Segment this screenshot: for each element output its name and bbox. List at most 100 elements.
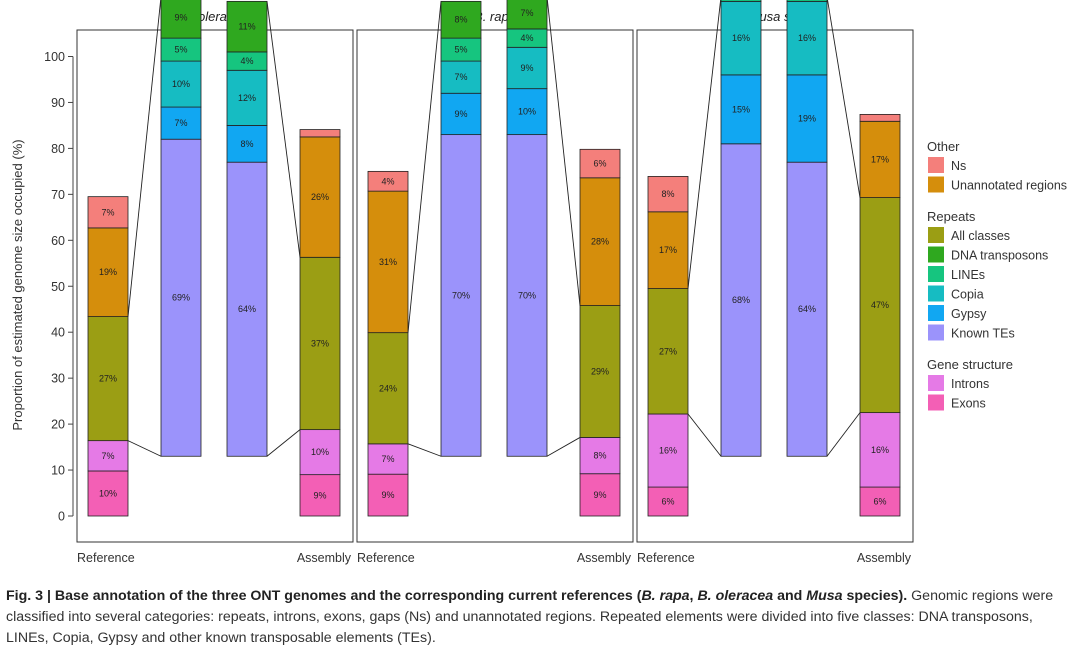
y-tick-label: 100 [44,50,65,64]
segment-label: 16% [871,445,889,455]
segment-label: 8% [454,15,467,25]
bar-segment [87,227,129,317]
connector-line [687,0,722,289]
caption-species-2: B. oleracea [697,588,774,604]
legend-label: All classes [951,229,1010,243]
y-tick-label: 90 [51,96,65,110]
legend-label: Known TEs [951,327,1015,341]
panel-frame [76,29,354,543]
bar-segment [506,0,548,30]
bar-segment [226,69,268,126]
legend-label: Exons [951,397,986,411]
bar-segment [786,0,828,2]
panel: B. rapa 9% 7% 24% 31% 4% 70% 9% 7% 5% 8% 70% 10% 9% 4%… [356,0,634,565]
legend-group-title: Repeats [927,209,976,224]
y-tick-label: 20 [51,418,65,432]
y-tick-label: 70 [51,188,65,202]
bar-segment [579,177,621,306]
legend-label: Unannotated regions [951,179,1067,193]
bar-segment [160,138,202,457]
bar-segment [859,412,901,488]
panel-title: B. rapa [474,9,516,24]
caption-body: Genomic regions were classified into sev… [6,588,1054,646]
bar-segment [647,176,689,213]
segment-label: 47% [871,300,889,310]
segment-label: 19% [99,267,117,277]
segment-label: 27% [99,374,117,384]
bar-segment [647,413,689,488]
bar-segment [299,136,341,258]
segment-label: 17% [659,245,677,255]
x-label-assembly: Assembly [857,551,912,565]
repeats-assembly-bar: 70% 10% 9% 4% 7% [506,0,548,457]
bar-segment [367,190,409,334]
segment-label: 26% [311,192,329,202]
segment-label: 24% [379,383,397,393]
bar-segment [299,256,341,431]
legend-label: LINEs [951,268,985,282]
legend-swatch [928,285,944,302]
segment-label: 70% [518,290,536,300]
legend-swatch [928,227,944,243]
bar-segment [299,429,341,476]
segment-label: 6% [593,159,606,169]
connector-line [266,1,301,258]
connector-line [687,413,722,457]
bar-segment [87,440,129,472]
bar-segment [440,0,482,39]
segment-label: 9% [381,490,394,500]
segment-label: 19% [798,114,816,124]
segment-label: 9% [174,12,187,22]
bar-segment [579,437,621,475]
segment-label: 4% [520,33,533,43]
segment-label: 10% [172,79,190,89]
segment-label: 8% [661,189,674,199]
segment-label: 28% [591,237,609,247]
bar-segment [579,148,621,179]
connector-line [407,1,442,333]
legend-swatch [928,266,944,282]
legend: Other Ns Unannotated regions Repeats All cla… [927,139,1067,411]
repeats-reference-bar: 69% 7% 10% 5% 9% [160,0,202,457]
segment-label: 5% [174,45,187,55]
legend-swatch [928,157,944,173]
x-label-reference: Reference [77,551,135,565]
segment-label: 37% [311,338,329,348]
caption-sep-1: , [689,588,698,604]
bar-segment [786,0,828,76]
segment-label: 16% [798,33,816,43]
legend-swatch [928,324,944,341]
caption-title: Fig. 3 | Base annotation of the three ON… [6,588,642,604]
bar-segment [859,197,901,414]
y-tick-label: 40 [51,326,65,340]
connector-line [407,443,442,457]
connector-line [127,440,162,457]
y-axis-title: Proportion of estimated genome size occu… [10,139,25,430]
repeats-reference-bar: 70% 9% 7% 5% 8% [440,0,482,457]
y-axis: 0 10 20 30 40 50 60 70 80 90 100 Proportion of esti… [10,50,74,524]
legend-group-title: Gene structure [927,357,1013,372]
bar-segment [160,60,202,108]
segment-label: 9% [593,490,606,500]
bar-segment [647,211,689,289]
assembly-bar: 9% 8% 29% 28% 6% [579,148,621,517]
reference-bar: 9% 7% 24% 31% 4% [367,170,409,517]
legend-group-title: Other [927,139,960,154]
segment-label: 7% [454,72,467,82]
segment-label: 7% [101,451,114,461]
bar-segment [367,443,409,475]
connector-line [546,437,581,457]
connector-line [546,0,581,306]
bar-segment [506,134,548,457]
connector-line [827,0,861,198]
connector-line [266,429,301,457]
bar-segment [859,486,901,517]
bar-segment [226,0,268,53]
legend-label: Introns [951,377,989,391]
segment-label: 12% [238,93,256,103]
caption-species-1: B. rapa [641,588,690,604]
legend-label: Ns [951,159,966,173]
segment-label: 10% [99,488,117,498]
y-tick-label: 30 [51,372,65,386]
bar-segment [647,288,689,415]
